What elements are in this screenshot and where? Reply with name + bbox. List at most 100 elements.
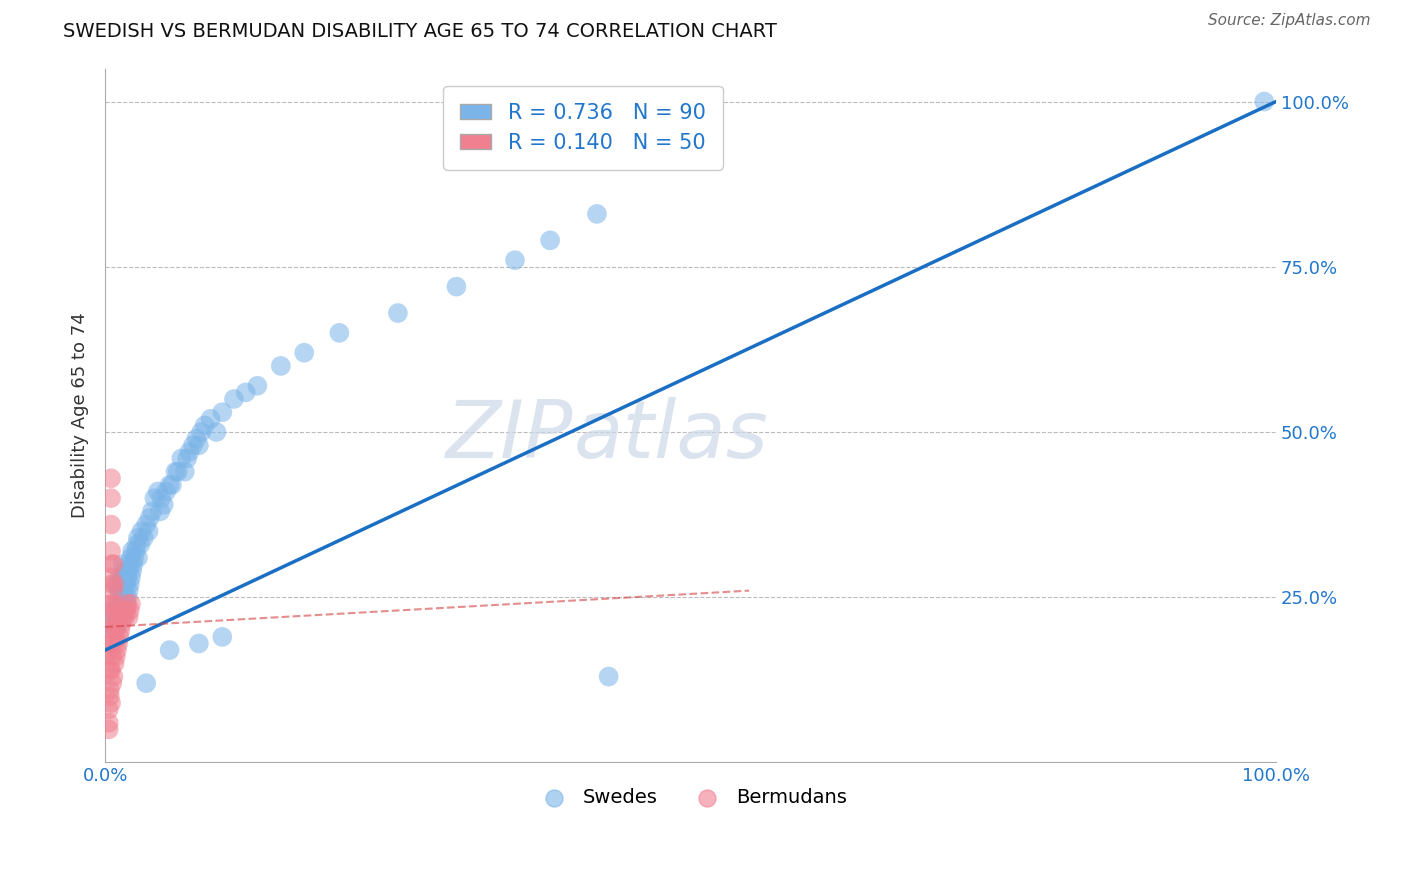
Text: ZIP: ZIP: [446, 397, 574, 475]
Point: [101, 577, 124, 591]
Point: [120, 597, 142, 611]
Point: [103, 636, 125, 650]
Point: [121, 564, 143, 578]
Point: [200, 412, 222, 426]
Point: [103, 630, 125, 644]
Point: [446, 279, 468, 293]
Point: [117, 570, 139, 584]
Point: [97, 715, 120, 730]
Point: [120, 550, 142, 565]
Point: [235, 385, 257, 400]
Point: [538, 233, 561, 247]
Point: [127, 531, 149, 545]
Point: [598, 669, 620, 683]
Point: [108, 610, 131, 624]
Point: [110, 597, 132, 611]
Point: [104, 624, 127, 638]
Point: [211, 405, 233, 419]
Point: [100, 696, 122, 710]
Point: [115, 577, 138, 591]
Point: [115, 603, 138, 617]
Point: [110, 570, 132, 584]
Point: [105, 616, 128, 631]
Point: [103, 657, 125, 671]
Text: atlas: atlas: [574, 397, 768, 475]
Point: [118, 603, 141, 617]
Point: [110, 583, 132, 598]
Point: [100, 663, 122, 677]
Point: [100, 570, 122, 584]
Point: [112, 583, 135, 598]
Point: [100, 471, 122, 485]
Point: [122, 558, 145, 572]
Point: [211, 630, 233, 644]
Point: [117, 597, 139, 611]
Point: [111, 558, 134, 572]
Point: [135, 676, 157, 690]
Point: [112, 597, 135, 611]
Point: [108, 630, 131, 644]
Point: [105, 577, 128, 591]
Point: [108, 583, 131, 598]
Point: [138, 511, 160, 525]
Point: [104, 597, 127, 611]
Point: [117, 591, 139, 605]
Point: [159, 643, 181, 657]
Point: [124, 544, 146, 558]
Point: [170, 451, 193, 466]
Point: [190, 425, 212, 439]
Legend: Swedes, Bermudans: Swedes, Bermudans: [527, 780, 855, 815]
Point: [114, 564, 136, 578]
Point: [112, 570, 135, 584]
Point: [117, 610, 139, 624]
Point: [101, 676, 124, 690]
Point: [124, 550, 146, 565]
Point: [159, 478, 181, 492]
Point: [132, 531, 155, 545]
Point: [114, 591, 136, 605]
Point: [187, 438, 209, 452]
Point: [107, 610, 129, 624]
Point: [246, 378, 269, 392]
Point: [120, 570, 142, 584]
Point: [186, 432, 208, 446]
Point: [100, 597, 122, 611]
Point: [103, 669, 125, 683]
Point: [149, 504, 172, 518]
Point: [112, 603, 135, 617]
Point: [98, 643, 121, 657]
Point: [104, 649, 127, 664]
Point: [105, 597, 128, 611]
Point: [173, 465, 195, 479]
Point: [107, 603, 129, 617]
Point: [100, 636, 122, 650]
Point: [387, 306, 409, 320]
Point: [111, 570, 134, 584]
Point: [110, 591, 132, 605]
Text: SWEDISH VS BERMUDAN DISABILITY AGE 65 TO 74 CORRELATION CHART: SWEDISH VS BERMUDAN DISABILITY AGE 65 TO…: [63, 22, 778, 41]
Point: [292, 345, 315, 359]
Point: [103, 624, 125, 638]
Point: [101, 649, 124, 664]
Point: [107, 636, 129, 650]
Point: [131, 524, 153, 538]
Point: [586, 207, 609, 221]
Point: [222, 392, 245, 406]
Point: [121, 544, 143, 558]
Point: [103, 583, 125, 598]
Point: [111, 591, 134, 605]
Point: [100, 544, 122, 558]
Point: [205, 425, 228, 439]
Point: [98, 663, 121, 677]
Point: [107, 616, 129, 631]
Point: [155, 484, 177, 499]
Point: [127, 550, 149, 565]
Point: [103, 603, 125, 617]
Point: [270, 359, 292, 373]
Point: [97, 703, 120, 717]
Point: [101, 624, 124, 638]
Point: [181, 438, 204, 452]
Point: [100, 517, 122, 532]
Point: [166, 465, 188, 479]
Point: [125, 537, 148, 551]
